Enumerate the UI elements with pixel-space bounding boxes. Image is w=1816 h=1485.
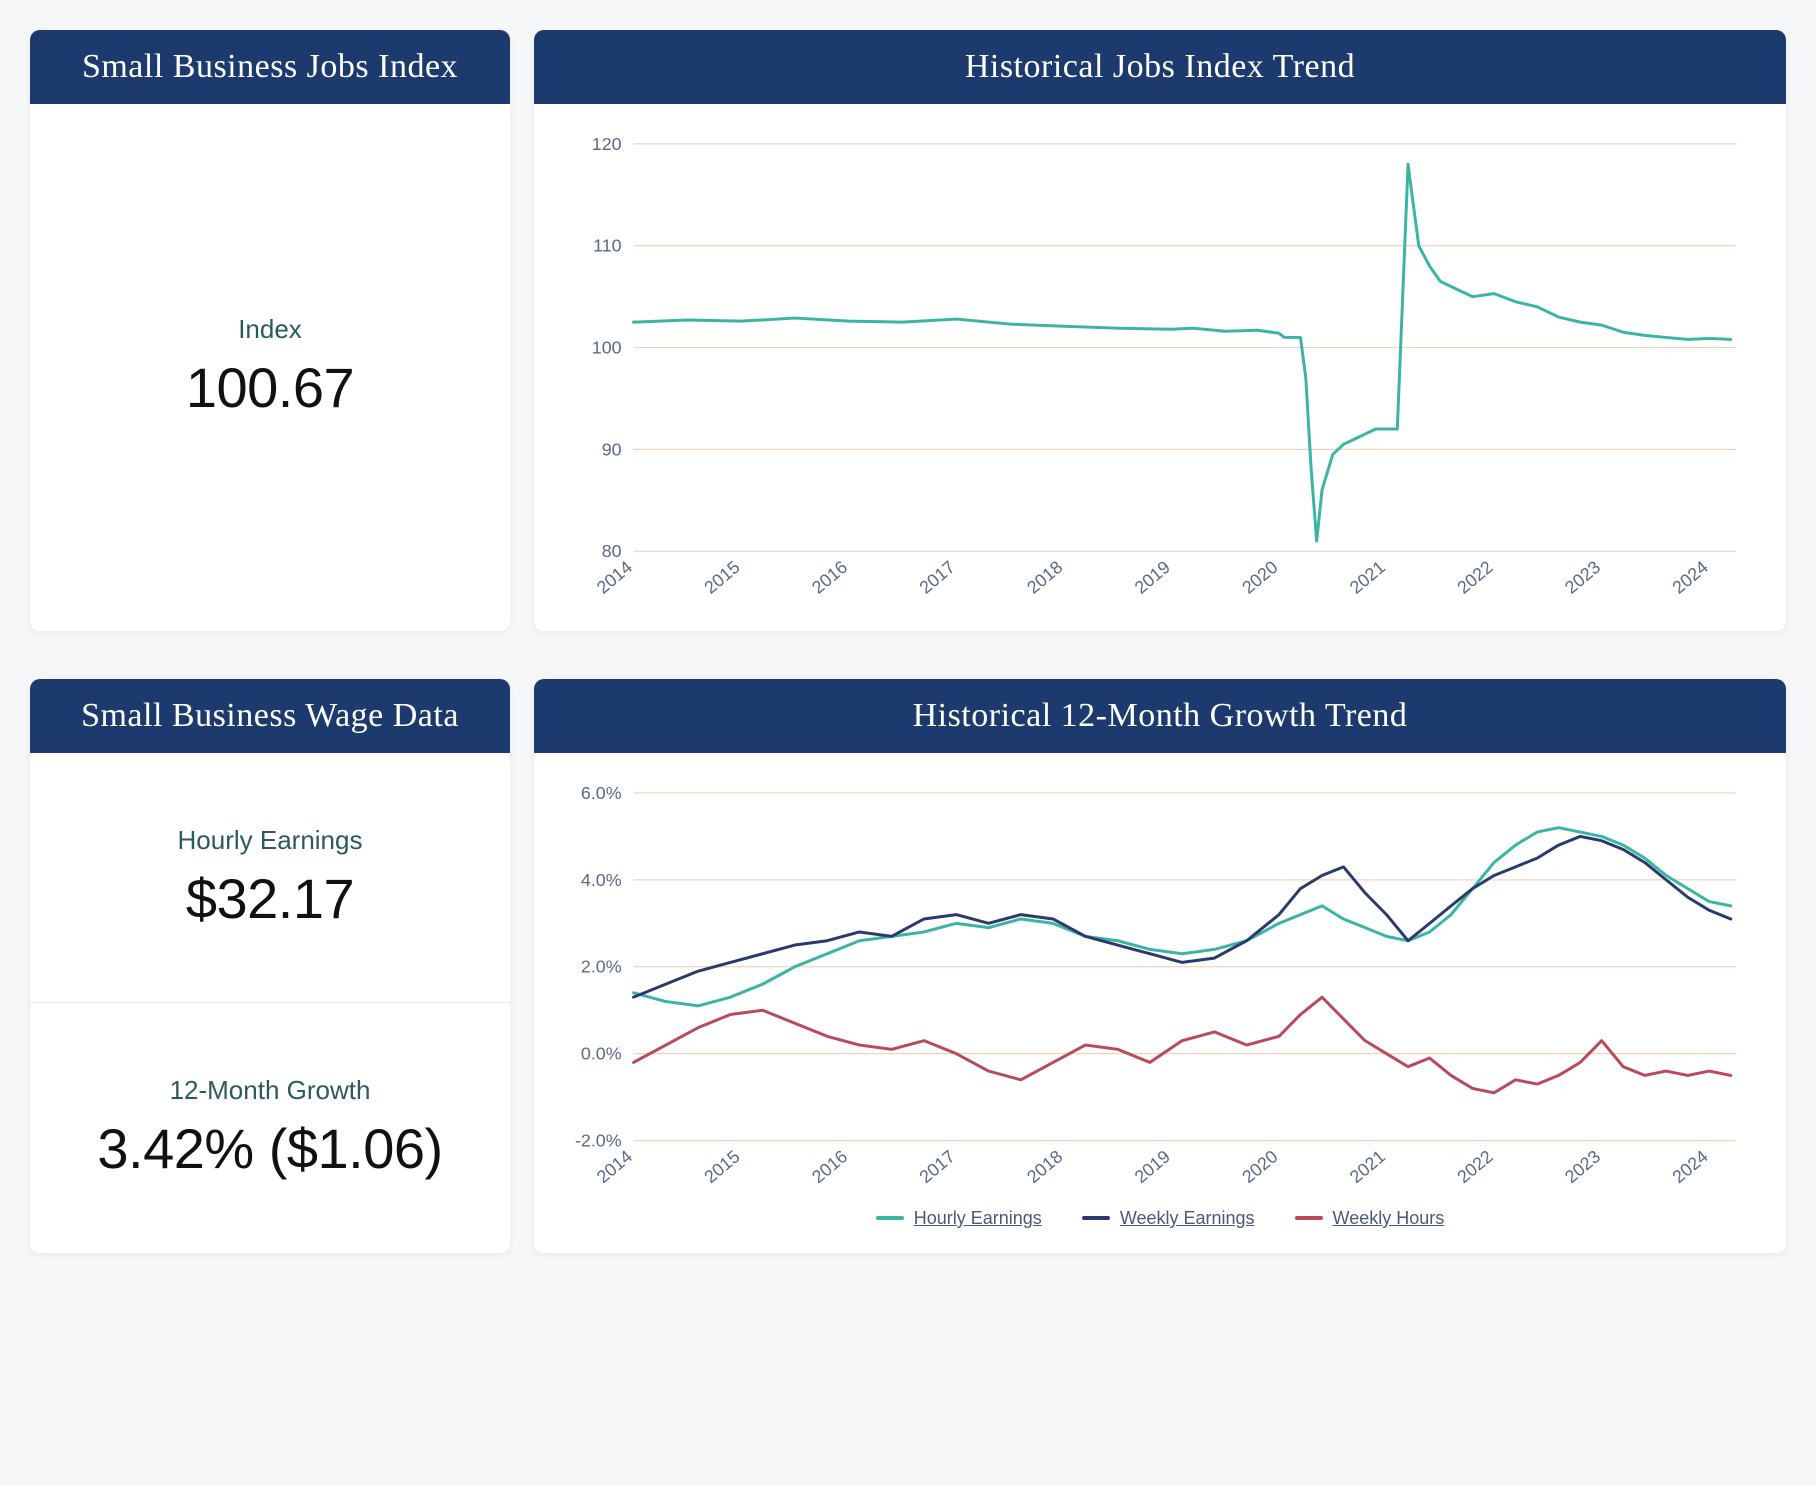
svg-text:2020: 2020 [1238,557,1281,598]
svg-text:2018: 2018 [1023,1146,1066,1187]
svg-text:0.0%: 0.0% [581,1043,622,1063]
svg-text:2021: 2021 [1346,1146,1389,1187]
metric-index-label: Index [238,314,302,345]
svg-text:-2.0%: -2.0% [575,1130,622,1150]
svg-text:90: 90 [602,439,622,459]
legend-item-weekly-hours[interactable]: Weekly Hours [1295,1208,1445,1229]
svg-text:6.0%: 6.0% [581,783,622,803]
legend-item-weekly-earnings[interactable]: Weekly Earnings [1082,1208,1255,1229]
svg-text:80: 80 [602,541,622,561]
card-body-wage-data: Hourly Earnings $32.17 12-Month Growth 3… [30,753,510,1253]
metric-hourly-earnings: Hourly Earnings $32.17 [30,753,510,1003]
svg-text:110: 110 [593,236,622,256]
svg-text:2017: 2017 [916,1146,959,1187]
metric-12mo-growth-value: 3.42% ($1.06) [97,1116,442,1181]
metric-12mo-growth-label: 12-Month Growth [170,1075,371,1106]
svg-text:2018: 2018 [1023,557,1066,598]
svg-text:2015: 2015 [700,1146,743,1187]
svg-text:2023: 2023 [1561,1146,1604,1187]
legend-swatch-weekly-earnings [1082,1216,1110,1220]
chart-jobs-trend: 80 90 100 110 120 2014 2015 2016 2017 2018 2019 202… [564,134,1756,611]
card-body-jobs-index: Index 100.67 [30,104,510,631]
card-title-growth-trend: Historical 12-Month Growth Trend [534,679,1786,753]
card-title-jobs-index: Small Business Jobs Index [30,30,510,104]
svg-text:2022: 2022 [1453,1146,1496,1187]
svg-text:2016: 2016 [808,557,851,598]
metric-hourly-earnings-label: Hourly Earnings [178,825,363,856]
card-wage-data: Small Business Wage Data Hourly Earnings… [30,679,510,1253]
chart-jobs-trend-wrap: 80 90 100 110 120 2014 2015 2016 2017 2018 2019 202… [534,104,1786,631]
metric-12mo-growth: 12-Month Growth 3.42% ($1.06) [30,1002,510,1253]
legend-swatch-weekly-hours [1295,1216,1323,1220]
svg-text:2023: 2023 [1561,557,1604,598]
svg-text:2024: 2024 [1669,557,1712,598]
svg-text:100: 100 [592,338,622,358]
legend-label-hourly-earnings: Hourly Earnings [914,1208,1042,1229]
svg-text:2020: 2020 [1238,1146,1281,1187]
svg-text:2019: 2019 [1131,1146,1174,1187]
legend-growth: Hourly Earnings Weekly Earnings Weekly H… [564,1200,1756,1233]
legend-label-weekly-earnings: Weekly Earnings [1120,1208,1255,1229]
svg-text:4.0%: 4.0% [581,870,622,890]
svg-text:2015: 2015 [700,557,743,598]
card-jobs-trend: Historical Jobs Index Trend 80 90 100 110 12… [534,30,1786,631]
svg-text:2022: 2022 [1453,557,1496,598]
metric-index: Index 100.67 [30,104,510,631]
row-jobs: Small Business Jobs Index Index 100.67 H… [30,30,1786,631]
chart-growth-trend: -2.0% 0.0% 2.0% 4.0% 6.0% 2014 2015 2016 2017 201… [564,783,1756,1200]
svg-text:2019: 2019 [1131,557,1174,598]
metric-index-value: 100.67 [186,355,354,420]
row-wage: Small Business Wage Data Hourly Earnings… [30,679,1786,1253]
svg-text:2014: 2014 [593,1146,636,1187]
metric-hourly-earnings-value: $32.17 [186,866,354,931]
legend-label-weekly-hours: Weekly Hours [1333,1208,1445,1229]
svg-text:2014: 2014 [593,557,636,598]
chart-growth-trend-wrap: -2.0% 0.0% 2.0% 4.0% 6.0% 2014 2015 2016 2017 201… [534,753,1786,1253]
svg-text:2024: 2024 [1669,1146,1712,1187]
legend-item-hourly-earnings[interactable]: Hourly Earnings [876,1208,1042,1229]
legend-swatch-hourly-earnings [876,1216,904,1220]
card-growth-trend: Historical 12-Month Growth Trend -2.0% 0.… [534,679,1786,1253]
svg-text:2.0%: 2.0% [581,957,622,977]
svg-text:2017: 2017 [916,557,959,598]
svg-text:120: 120 [592,134,622,154]
card-jobs-index: Small Business Jobs Index Index 100.67 [30,30,510,631]
svg-text:2016: 2016 [808,1146,851,1187]
card-title-wage-data: Small Business Wage Data [30,679,510,753]
svg-text:2021: 2021 [1346,557,1389,598]
card-title-jobs-trend: Historical Jobs Index Trend [534,30,1786,104]
